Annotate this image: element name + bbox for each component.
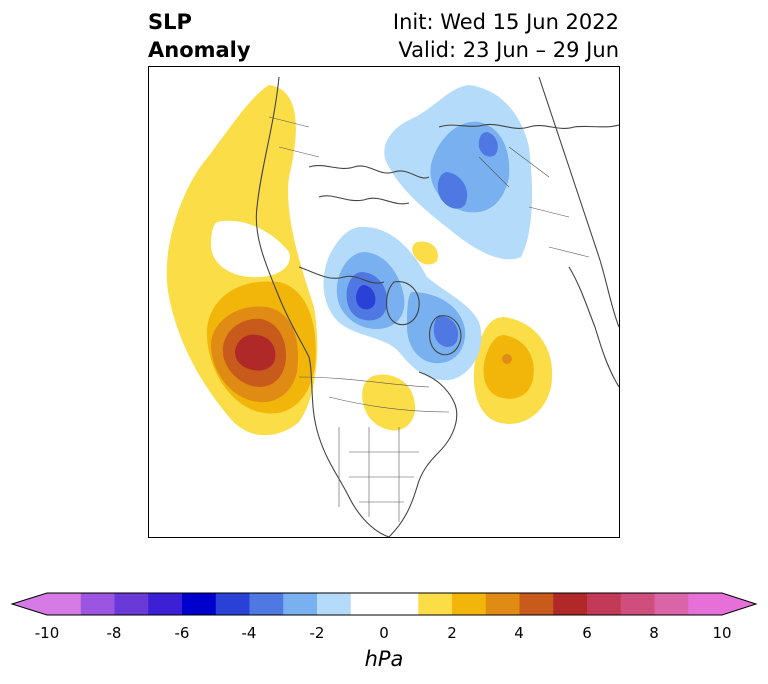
valid-range: Valid: 23 Jun – 29 Jun	[398, 38, 619, 62]
colorbar-bin	[148, 593, 183, 615]
colorbar-bin	[620, 593, 655, 615]
slp-anomaly-map	[166, 76, 619, 537]
colorbar-bin	[350, 593, 385, 615]
tick-label: 0	[379, 624, 389, 642]
colorbar-bin	[418, 593, 453, 615]
tick-label: -10	[34, 624, 60, 642]
colorbar-bin	[114, 593, 149, 615]
colorbar-bin	[215, 593, 250, 615]
colorbar-bin	[452, 593, 487, 615]
map-panel	[148, 66, 620, 538]
title-type: Anomaly	[148, 38, 251, 62]
negative-anomaly-greenland	[323, 226, 482, 381]
colorbar-extend-min	[12, 593, 47, 615]
colorbar-bin	[587, 593, 622, 615]
tick-label: -2	[309, 624, 325, 642]
colorbar-bin	[249, 593, 284, 615]
colorbar-bin	[519, 593, 554, 615]
country-borders	[268, 116, 590, 522]
colorbar-bin	[485, 593, 520, 615]
positive-anomaly-greatlakes	[362, 241, 438, 431]
positive-anomaly-pacific	[166, 85, 318, 436]
coastlines	[255, 76, 619, 537]
tick-label: 8	[649, 624, 659, 642]
colorbar-bin	[384, 593, 419, 615]
colorbar-bin	[182, 593, 217, 615]
colorbar-unit: hPa	[364, 647, 404, 671]
colorbar-bin	[283, 593, 318, 615]
map-title: SLP Anomaly	[148, 8, 251, 64]
tick-label: -8	[106, 624, 122, 642]
tick-label: 2	[447, 624, 457, 642]
tick-label: 4	[514, 624, 524, 642]
positive-anomaly-atlantic	[473, 317, 553, 424]
colorbar-bin	[654, 593, 689, 615]
colorbar-bin	[317, 593, 352, 615]
init-date: Init: Wed 15 Jun 2022	[392, 10, 619, 34]
colorbar-extend-max	[722, 593, 756, 615]
negative-anomaly-arctic	[384, 85, 533, 260]
title-variable: SLP	[148, 10, 192, 34]
colorbar-bin	[553, 593, 588, 615]
colorbar-bin	[688, 593, 723, 615]
tick-label: -4	[241, 624, 257, 642]
tick-label: -6	[174, 624, 190, 642]
colorbar-bin	[47, 593, 82, 615]
tick-label: 6	[582, 624, 592, 642]
colorbar-bin	[80, 593, 115, 615]
map-subtitle: Init: Wed 15 Jun 2022 Valid: 23 Jun – 29…	[393, 8, 619, 64]
tick-label: 10	[712, 624, 732, 642]
colorbar	[10, 592, 758, 616]
colorbar-outline	[10, 592, 758, 616]
